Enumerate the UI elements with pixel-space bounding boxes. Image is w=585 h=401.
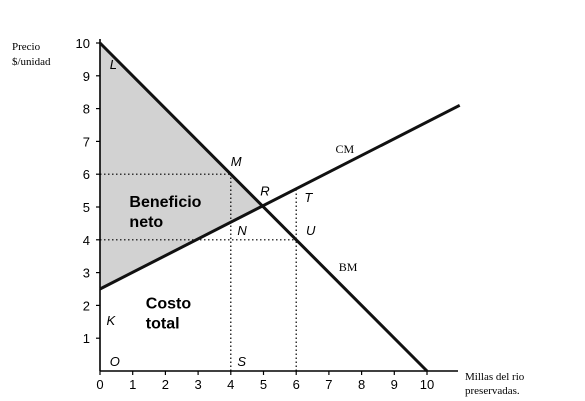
x-axis-title-line-1: preservadas. <box>465 385 520 397</box>
point-label-o: O <box>110 354 120 369</box>
x-tick-label-4: 4 <box>227 377 234 392</box>
region-label-1-line-0: Costo <box>146 296 192 313</box>
x-tick-label-8: 8 <box>358 377 365 392</box>
x-tick-label-0: 0 <box>96 377 103 392</box>
y-tick-label-4: 4 <box>83 233 90 248</box>
y-axis-title-line-0: Precio <box>12 41 41 53</box>
y-tick-label-1: 1 <box>83 331 90 346</box>
point-label-t: T <box>304 190 313 205</box>
x-tick-label-7: 7 <box>325 377 332 392</box>
y-tick-label-9: 9 <box>83 69 90 84</box>
region-label-1-line-1: total <box>146 316 180 333</box>
x-tick-label-3: 3 <box>194 377 201 392</box>
x-tick-label-5: 5 <box>260 377 267 392</box>
y-tick-label-5: 5 <box>83 200 90 215</box>
y-tick-label-7: 7 <box>83 134 90 149</box>
y-tick-label-8: 8 <box>83 102 90 117</box>
x-tick-label-9: 9 <box>391 377 398 392</box>
curve-label-bm: BM <box>339 260 358 274</box>
y-tick-label-3: 3 <box>83 266 90 281</box>
y-axis-title-line-1: $/unidad <box>12 56 51 68</box>
y-tick-label-2: 2 <box>83 298 90 313</box>
axes-layer: 0 1 2 3 4 5 6 7 8 9 10 1 2 3 4 5 6 7 8 9 10 Precio $/unidad Mil… <box>12 36 525 397</box>
point-label-n: N <box>237 223 247 238</box>
point-label-u: U <box>306 223 316 238</box>
curves-layer <box>98 41 461 373</box>
region-label-0-line-1: neto <box>129 214 163 231</box>
curve-label-cm: CM <box>335 142 354 156</box>
guide-lines-layer <box>100 173 297 371</box>
y-tick-label-6: 6 <box>83 167 90 182</box>
x-tick-label-10: 10 <box>420 377 434 392</box>
point-label-k: K <box>107 313 117 328</box>
x-axis-title-line-0: Millas del rio <box>465 371 525 383</box>
labels-layer: CM BM L M R T N U K O S Beneficio neto Costo total <box>107 57 358 369</box>
point-label-l: L <box>110 57 117 72</box>
x-tick-label-6: 6 <box>293 377 300 392</box>
y-tick-label-10: 10 <box>76 36 90 51</box>
curve-bm <box>98 41 429 373</box>
x-tick-label-2: 2 <box>162 377 169 392</box>
point-label-r: R <box>260 184 269 199</box>
point-label-m: M <box>231 154 242 169</box>
x-tick-label-1: 1 <box>129 377 136 392</box>
region-label-0-line-0: Beneficio <box>129 194 201 211</box>
curve-cm <box>99 103 461 291</box>
point-label-s: S <box>237 354 246 369</box>
